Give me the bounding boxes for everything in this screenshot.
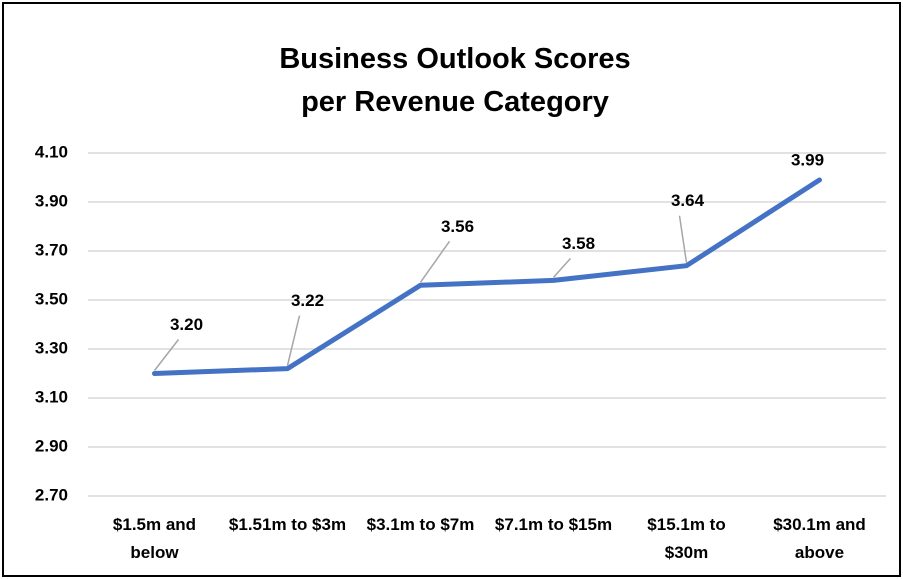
y-tick-label: 3.70 (35, 240, 68, 259)
x-tick-label: $1.5m and below (112, 515, 197, 562)
data-label: 3.99 (791, 150, 824, 169)
data-label: 3.56 (441, 217, 474, 236)
data-label: 3.58 (562, 234, 595, 253)
y-tick-label: 3.10 (35, 387, 68, 406)
data-label: 3.22 (291, 291, 324, 310)
x-tick-label: $15.1m to $30m (647, 515, 726, 562)
x-tick-label: $7.1m to $15m (494, 515, 613, 534)
y-tick-label: 3.30 (35, 338, 68, 357)
y-tick-label: 2.90 (35, 436, 68, 455)
x-tick-label: $1.51m to $3m (228, 515, 347, 534)
leader-line (419, 240, 451, 283)
y-tick-label: 4.10 (35, 142, 68, 161)
leader-line (286, 315, 301, 366)
y-tick-label: 2.70 (35, 485, 68, 504)
data-label: 3.64 (671, 191, 705, 210)
leader-line (552, 257, 572, 278)
y-tick-label: 3.50 (35, 289, 68, 308)
chart-title: Business Outlook Scores per Revenue Cate… (279, 43, 631, 118)
data-label: 3.20 (170, 315, 203, 334)
x-tick-label: $3.1m to $7m (366, 515, 475, 534)
leader-line (153, 339, 180, 371)
leader-line (678, 215, 688, 263)
x-tick-label: $30.1m and above (773, 515, 866, 562)
y-tick-label: 3.90 (35, 191, 68, 210)
data-line (152, 177, 822, 376)
